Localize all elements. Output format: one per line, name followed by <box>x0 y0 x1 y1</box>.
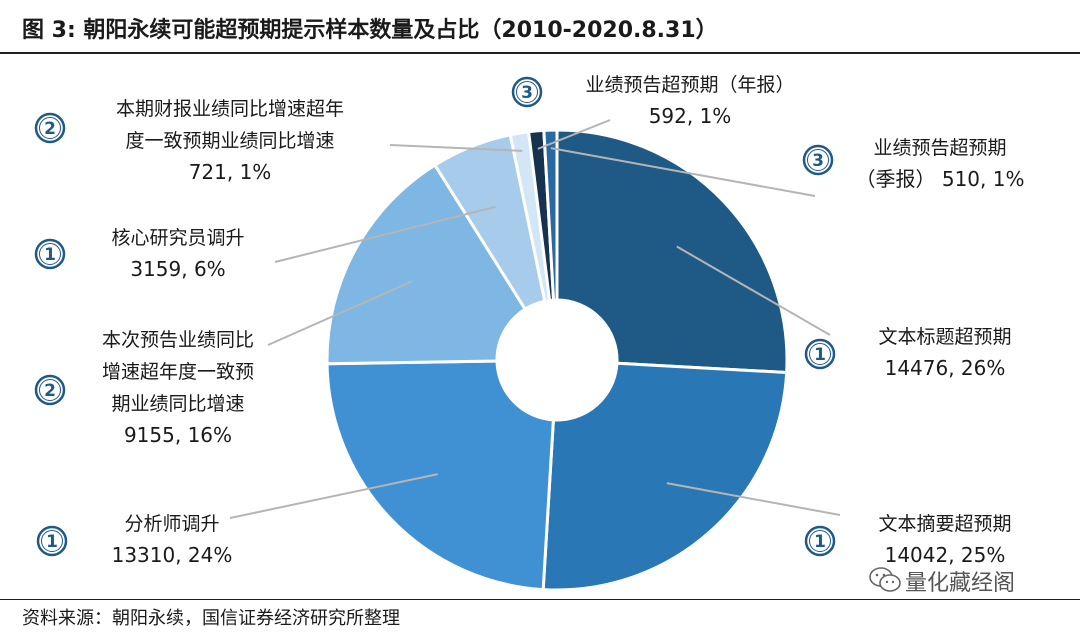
leader-line-3 <box>229 473 439 519</box>
leader-line-6 <box>389 144 523 152</box>
rank-number: 2 <box>44 119 56 139</box>
watermark: 量化藏经阁 <box>905 571 1016 596</box>
wechat-icon <box>868 566 902 598</box>
pie-slice-2 <box>541 361 789 592</box>
slice-label-line: 文本标题超预期 <box>878 326 1011 348</box>
leader-line-5 <box>274 205 496 263</box>
slice-label-line: 业绩预告超预期（年报） <box>585 74 794 96</box>
donut-chart: 1 文本标题超预期 14476, 26% 1 文本摘要超预期 14042, 25% 1 分析师… <box>34 74 1025 592</box>
rank-number: 3 <box>812 151 824 171</box>
slice-label-line: 业绩预告超预期 <box>873 137 1006 159</box>
source-note: 资料来源：朝阳永续，国信证券经济研究所整理 <box>22 608 400 629</box>
chart-title: 图 3: 朝阳永续可能超预期提示样本数量及占比（2010-2020.8.31） <box>22 18 718 43</box>
leader-line-7 <box>537 119 611 150</box>
rank-number: 3 <box>521 83 533 103</box>
slice-value-label: 14476, 26% <box>885 356 1006 380</box>
rank-number: 1 <box>814 345 826 365</box>
leader-line-1 <box>676 245 831 336</box>
slice-label-line: 文本摘要超预期 <box>878 513 1011 535</box>
title-rule <box>0 52 1080 54</box>
slice-label-line: 本期财报业绩同比增速超年 <box>116 98 344 120</box>
rank-badge-7: 3 <box>511 76 543 108</box>
rank-badge-3: 1 <box>36 525 68 557</box>
slice-value-label: 9155, 16% <box>124 423 232 447</box>
slice-value-label: 721, 1% <box>189 160 272 184</box>
rank-badge-5: 1 <box>34 238 66 270</box>
rank-number: 1 <box>44 245 56 265</box>
rank-number: 2 <box>44 381 56 401</box>
slice-label-line: 核心研究员调升 <box>111 227 244 249</box>
donut-hole <box>498 301 616 419</box>
rank-badge-4: 2 <box>34 374 66 406</box>
slice-label-line: 分析师调升 <box>124 513 219 535</box>
slice-value-label: 14042, 25% <box>885 543 1006 567</box>
slice-value-label: （季报） 510, 1% <box>856 167 1025 191</box>
rank-badge-8: 3 <box>802 144 834 176</box>
slice-label-line: 本次预告业绩同比 <box>102 329 254 351</box>
slice-label-line: 度一致预期业绩同比增速 <box>125 130 334 152</box>
leader-line-2 <box>666 482 841 516</box>
source-rule <box>0 599 1080 600</box>
slice-value-label: 13310, 24% <box>112 543 233 567</box>
leader-line-8 <box>550 147 816 197</box>
rank-number: 1 <box>814 532 826 552</box>
leader-line-4 <box>267 280 413 346</box>
pie-slice-4 <box>325 162 528 366</box>
pie-slice-3 <box>325 359 555 592</box>
pie-slice-8 <box>542 128 559 302</box>
slice-value-label: 592, 1% <box>649 104 732 128</box>
rank-number: 1 <box>46 532 58 552</box>
slice-label-line: 增速超年度一致预 <box>102 361 254 383</box>
rank-badge-1: 1 <box>804 338 836 370</box>
rank-badge-6: 2 <box>34 112 66 144</box>
pie-slice-1 <box>555 128 789 375</box>
slice-label-line: 期业绩同比增速 <box>111 393 244 415</box>
slice-value-label: 3159, 6% <box>130 257 225 281</box>
rank-badge-2: 1 <box>804 525 836 557</box>
